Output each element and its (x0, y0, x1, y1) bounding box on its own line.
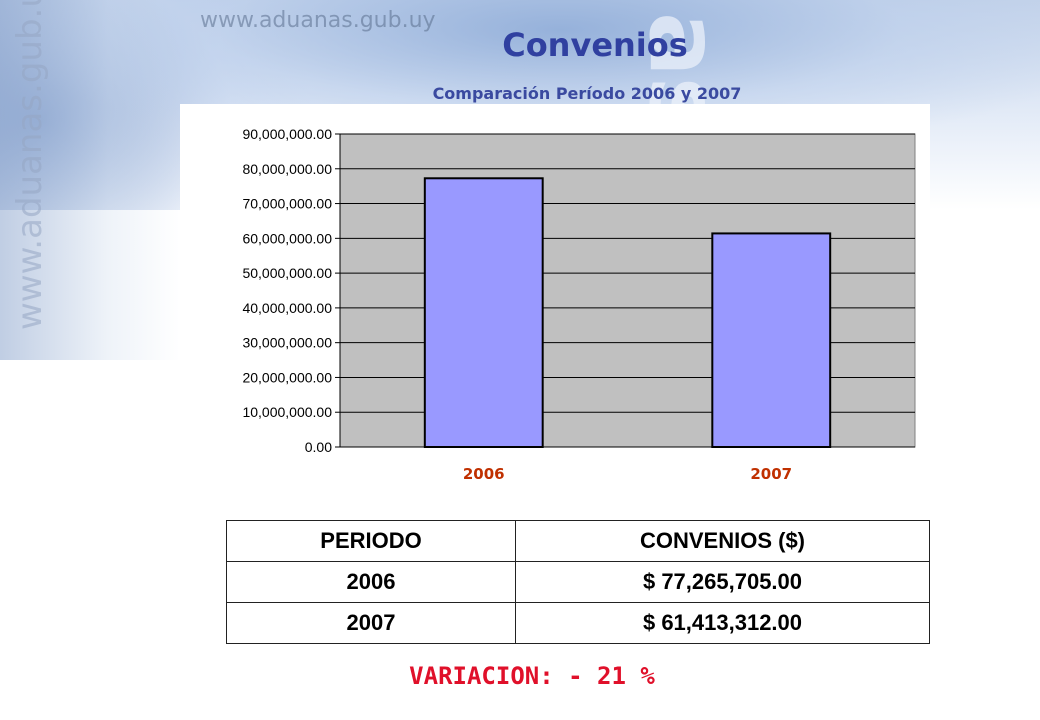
y-tick-label: 70,000,000.00 (242, 196, 332, 212)
y-tick-label: 80,000,000.00 (242, 161, 332, 177)
table-header-row: PERIODO CONVENIOS ($) (226, 520, 930, 562)
table-cell: 2007 (226, 602, 516, 644)
variacion-label: VARIACION: - 21 % (409, 662, 655, 690)
x-tick-label: 2007 (750, 465, 792, 483)
y-tick-label: 30,000,000.00 (242, 335, 332, 351)
y-tick-label: 50,000,000.00 (242, 265, 332, 281)
table-row: 2006 $ 77,265,705.00 (226, 561, 930, 603)
bar-chart: 0.00 10,000,000.00 20,000,000.00 30,000,000… (180, 104, 930, 494)
y-tick-label: 10,000,000.00 (242, 404, 332, 420)
table-cell: 2006 (226, 561, 516, 603)
bar-2006 (423, 177, 544, 448)
y-tick-label: 60,000,000.00 (242, 230, 332, 246)
y-tick-label: 40,000,000.00 (242, 300, 332, 316)
y-tick-label: 20,000,000.00 (242, 369, 332, 385)
page-title: Convenios (502, 26, 688, 64)
table-cell: $ 61,413,312.00 (515, 602, 930, 644)
y-tick-label: 90,000,000.00 (242, 126, 332, 142)
table-row: 2007 $ 61,413,312.00 (226, 602, 930, 644)
table-header-cell: CONVENIOS ($) (515, 520, 930, 562)
y-tick-label: 0.00 (305, 439, 332, 455)
table-cell: $ 77,265,705.00 (515, 561, 930, 603)
convenios-table: PERIODO CONVENIOS ($) 2006 $ 77,265,705.… (226, 520, 930, 644)
bar-2007 (711, 232, 832, 448)
side-banner (0, 0, 180, 360)
watermark-url: www.aduanas.gub.uy (200, 8, 436, 33)
table-header-cell: PERIODO (226, 520, 516, 562)
x-tick-label: 2006 (463, 465, 505, 483)
page-subtitle: Comparación Período 2006 y 2007 (432, 84, 742, 103)
watermark-vertical: www.aduanas.gub.uy (10, 0, 50, 330)
